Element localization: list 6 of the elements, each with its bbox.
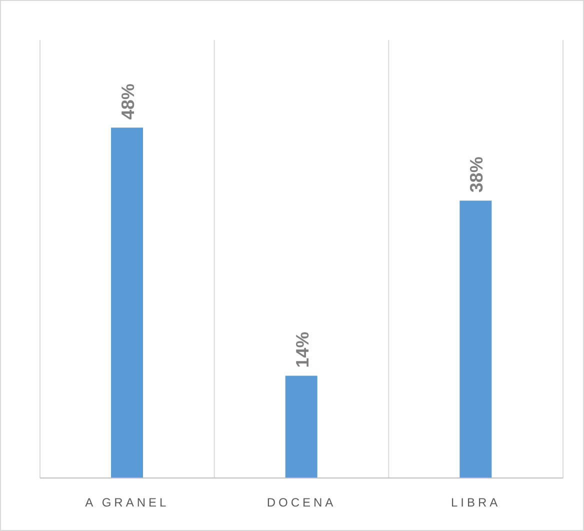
data-label: 48% <box>118 84 138 120</box>
x-tick-label: DOCENA <box>266 496 336 510</box>
x-tick-label: A GRANEL <box>85 496 170 510</box>
x-tick-label: LIBRA <box>450 496 501 510</box>
data-label: 38% <box>466 156 487 193</box>
data-label: 14% <box>292 332 312 368</box>
